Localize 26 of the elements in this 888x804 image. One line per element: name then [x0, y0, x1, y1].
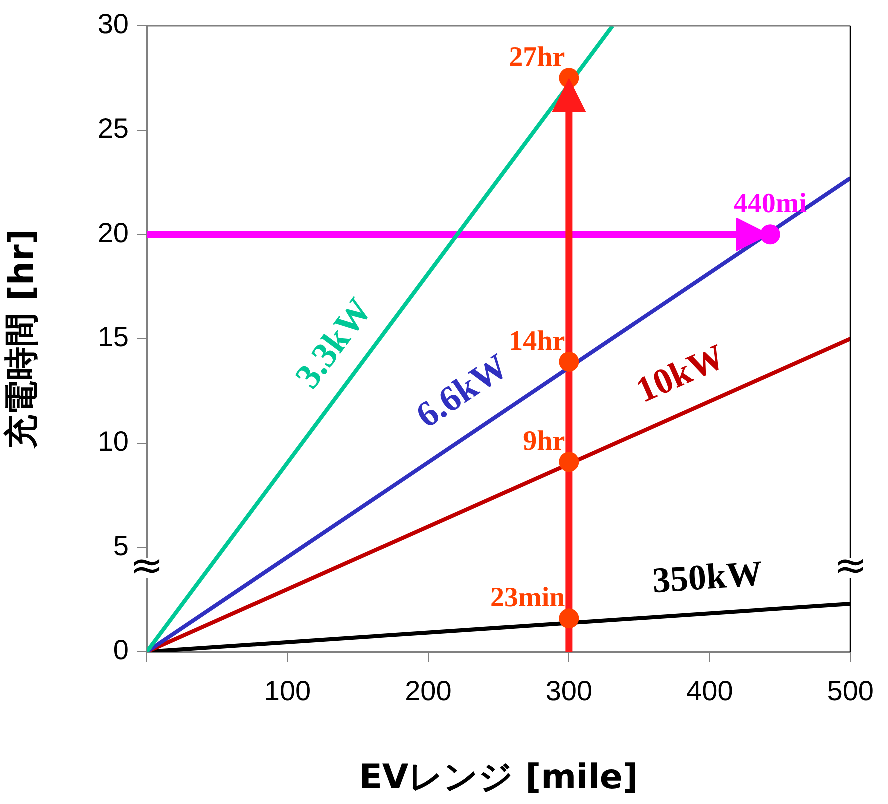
x-axis-title: EVレンジ [mile] — [359, 757, 638, 798]
y-tick-label: 5 — [113, 530, 129, 562]
y-tick-label: 15 — [98, 322, 129, 353]
point — [559, 452, 580, 472]
annotation: ≈ — [834, 542, 868, 589]
x-tick-label: 300 — [546, 676, 593, 707]
x-tick-label: 400 — [686, 676, 734, 707]
y-tick-label: 10 — [98, 426, 129, 458]
y-tick-label: 25 — [98, 113, 129, 144]
x-tick-label: 500 — [827, 676, 874, 707]
annotation: 23min — [490, 582, 566, 614]
annotation: 9hr — [523, 426, 566, 458]
point — [559, 352, 580, 372]
y-tick-label: 30 — [98, 8, 129, 40]
y-tick-label: 0 — [113, 634, 129, 666]
point — [559, 608, 580, 629]
x-tick-label: 100 — [264, 676, 312, 707]
x-tick-label: 200 — [405, 676, 452, 707]
annotation: 440mi — [734, 188, 808, 220]
annotation: ≈ — [130, 542, 164, 589]
series-label: 350kW — [651, 553, 764, 601]
y-tick-label: 20 — [98, 217, 129, 248]
y-axis-title: 充電時間 [hr] — [2, 229, 42, 450]
annotation: 27hr — [509, 42, 566, 74]
text: 10kW — [630, 336, 731, 410]
annotation: 14hr — [509, 326, 566, 357]
